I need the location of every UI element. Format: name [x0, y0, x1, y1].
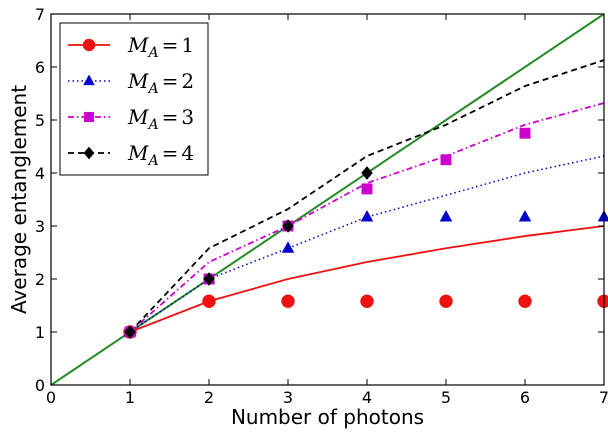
legend-marker [82, 38, 96, 52]
series-3-point [440, 154, 452, 166]
series-2-point [360, 209, 374, 222]
legend-label: MA = 4 [127, 141, 194, 169]
y-tick-label: 2 [35, 270, 45, 289]
x-tick-label: 1 [125, 388, 135, 407]
x-axis-label: Number of photons [231, 405, 424, 429]
legend-marker [83, 74, 95, 86]
legend-label: MA = 3 [127, 105, 194, 133]
plot-frame [50, 13, 605, 386]
series-1-point [360, 294, 374, 309]
series-2-point [439, 209, 453, 222]
legend-item: MA = 4 [68, 141, 194, 169]
series-1-point [281, 294, 295, 309]
axis-ticks [50, 13, 605, 386]
series-4-point [361, 166, 373, 180]
legend: MA = 1 MA = 2 MA = 3 MA = 4 [59, 22, 209, 176]
y-axis-label: Average entanglement [7, 85, 31, 314]
series-1-point [202, 294, 216, 309]
series-markers [123, 127, 608, 339]
series-1-point [518, 294, 532, 309]
legend-item: MA = 1 [68, 33, 194, 61]
legend-label: MA = 2 [127, 69, 194, 97]
y-tick-label: 0 [35, 376, 45, 395]
x-tick-label: 5 [441, 388, 451, 407]
x-tick-label: 6 [520, 388, 530, 407]
legend-item: MA = 3 [68, 105, 194, 133]
legend-item: MA = 2 [68, 69, 194, 97]
x-tick-label: 3 [283, 388, 293, 407]
x-tick-labels: 0 1 2 3 4 5 6 7 [46, 388, 608, 407]
y-tick-label: 3 [35, 217, 45, 236]
y-tick-label: 1 [35, 323, 45, 342]
x-tick-label: 4 [362, 388, 372, 407]
series-1-point [597, 294, 608, 309]
series-3-point [519, 127, 531, 139]
series-1-point [439, 294, 453, 309]
y-tick-label: 6 [35, 58, 45, 77]
series-4-point [282, 219, 294, 233]
x-tick-label: 2 [204, 388, 214, 407]
series-4-point [124, 325, 136, 339]
y-tick-label: 5 [35, 111, 45, 130]
series-3-point [361, 183, 373, 195]
legend-marker [83, 146, 95, 160]
x-tick-label: 0 [46, 388, 56, 407]
y-tick-labels: 0 1 2 3 4 5 6 7 [35, 5, 45, 395]
x-tick-label: 7 [599, 388, 608, 407]
legend-marker [83, 111, 95, 123]
series-line-4 [129, 59, 604, 333]
y-tick-label: 4 [35, 164, 45, 183]
series-line-3 [129, 102, 604, 333]
series-2-point [518, 209, 532, 222]
series-4-point [203, 272, 215, 286]
y-tick-label: 7 [35, 5, 45, 24]
legend-label: MA = 1 [127, 33, 194, 61]
reference-line [51, 14, 604, 385]
series-2-point [281, 241, 295, 253]
